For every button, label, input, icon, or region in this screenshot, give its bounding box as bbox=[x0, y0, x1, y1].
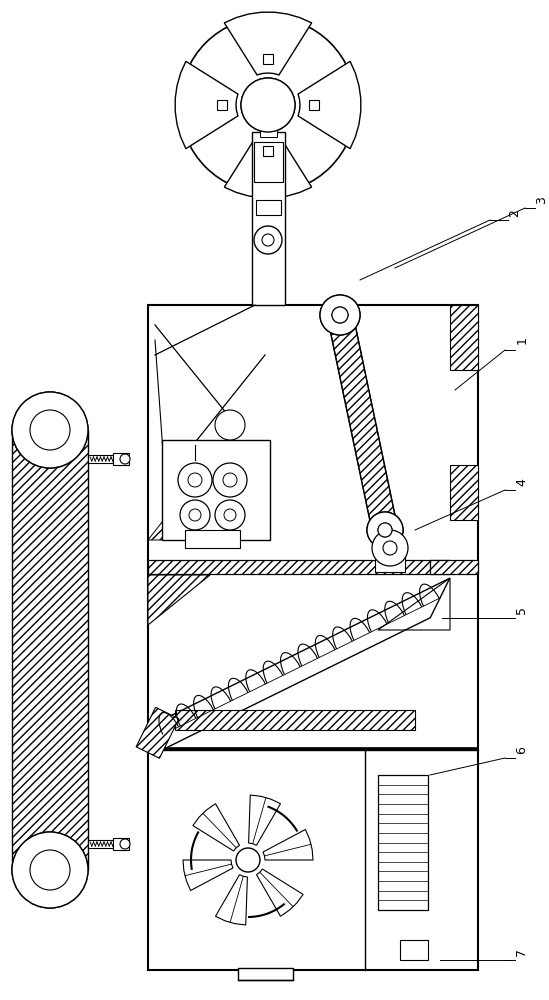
Bar bbox=[260, 127, 277, 137]
Circle shape bbox=[367, 512, 403, 548]
Circle shape bbox=[215, 410, 245, 440]
Polygon shape bbox=[175, 61, 238, 149]
Bar bbox=[375, 550, 405, 572]
Bar bbox=[378, 775, 428, 910]
Circle shape bbox=[189, 509, 201, 521]
Circle shape bbox=[372, 530, 408, 566]
Bar bbox=[162, 440, 270, 540]
Bar bbox=[148, 305, 478, 970]
Polygon shape bbox=[148, 480, 270, 540]
Circle shape bbox=[254, 226, 282, 254]
Polygon shape bbox=[309, 100, 319, 110]
Polygon shape bbox=[225, 135, 312, 198]
Bar bbox=[113, 838, 129, 850]
Circle shape bbox=[223, 473, 237, 487]
Bar bbox=[88, 455, 113, 463]
Polygon shape bbox=[263, 54, 273, 64]
Polygon shape bbox=[217, 100, 227, 110]
Circle shape bbox=[188, 473, 202, 487]
Circle shape bbox=[180, 17, 356, 193]
Text: 2: 2 bbox=[508, 209, 522, 217]
Bar bbox=[113, 453, 129, 465]
Bar bbox=[450, 305, 478, 370]
Circle shape bbox=[378, 523, 392, 537]
Polygon shape bbox=[136, 707, 179, 758]
Bar bbox=[254, 142, 283, 182]
Circle shape bbox=[178, 463, 212, 497]
Bar bbox=[400, 940, 428, 960]
Text: 3: 3 bbox=[535, 196, 548, 204]
Bar bbox=[88, 840, 113, 848]
Circle shape bbox=[224, 509, 236, 521]
Polygon shape bbox=[152, 578, 450, 755]
Circle shape bbox=[215, 500, 245, 530]
Circle shape bbox=[236, 848, 260, 872]
Bar bbox=[12, 430, 88, 870]
Text: 6: 6 bbox=[516, 746, 529, 754]
Bar bbox=[148, 747, 478, 750]
Bar bbox=[185, 530, 240, 548]
Polygon shape bbox=[148, 575, 210, 625]
Circle shape bbox=[241, 78, 295, 132]
Circle shape bbox=[320, 295, 360, 335]
Circle shape bbox=[378, 523, 392, 537]
Circle shape bbox=[320, 295, 360, 335]
Bar bbox=[430, 560, 478, 574]
Bar bbox=[238, 968, 293, 980]
Circle shape bbox=[12, 832, 88, 908]
Circle shape bbox=[262, 234, 274, 246]
Text: 4: 4 bbox=[516, 478, 529, 486]
Circle shape bbox=[383, 541, 397, 555]
Polygon shape bbox=[263, 146, 273, 156]
Bar bbox=[175, 710, 415, 730]
Circle shape bbox=[332, 307, 348, 323]
Circle shape bbox=[180, 500, 210, 530]
Bar bbox=[252, 132, 285, 305]
Text: 7: 7 bbox=[516, 948, 529, 956]
Bar bbox=[148, 560, 450, 574]
Polygon shape bbox=[225, 12, 312, 75]
Circle shape bbox=[120, 839, 130, 849]
Circle shape bbox=[12, 392, 88, 468]
Text: 5: 5 bbox=[516, 606, 529, 614]
Bar bbox=[450, 465, 478, 520]
Polygon shape bbox=[298, 61, 361, 149]
Circle shape bbox=[213, 463, 247, 497]
Circle shape bbox=[332, 307, 348, 323]
Circle shape bbox=[241, 78, 295, 132]
Circle shape bbox=[120, 454, 130, 464]
Polygon shape bbox=[326, 312, 399, 533]
Bar bbox=[256, 200, 281, 215]
Text: 1: 1 bbox=[516, 336, 529, 344]
Circle shape bbox=[367, 512, 403, 548]
